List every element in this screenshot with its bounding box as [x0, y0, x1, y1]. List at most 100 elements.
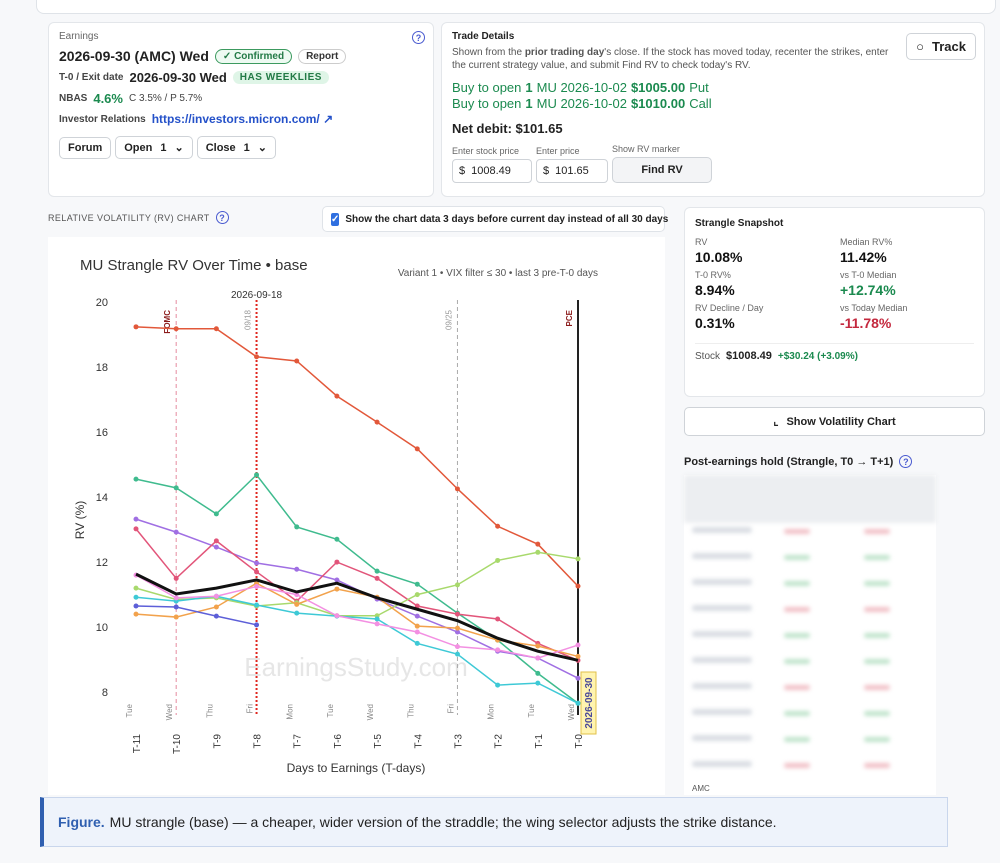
- data-point: [213, 593, 219, 599]
- data-point: [254, 622, 260, 628]
- checkbox[interactable]: ✓: [331, 212, 340, 226]
- exit-date: 2026-09-30 Wed: [129, 70, 227, 85]
- link-text[interactable]: https://investors.micron.com/: [151, 112, 320, 126]
- currency: $: [459, 165, 466, 177]
- chart-header: RELATIVE VOLATILITY (RV) CHART?: [48, 211, 229, 224]
- note: Shown from the prior trading day's close…: [452, 46, 902, 72]
- data-point: [414, 446, 420, 452]
- series-line: [135, 473, 579, 704]
- leg-prefix: Buy to open: [452, 96, 522, 111]
- day-label: Thu: [205, 704, 214, 718]
- blur-cell: [864, 529, 890, 534]
- earnings-card: Earnings ? 2026-09-30 (AMC) Wed ✓ Confir…: [48, 22, 434, 197]
- find-rv-button[interactable]: Find RV: [612, 157, 712, 183]
- chart-background: [48, 237, 665, 795]
- data-point: [414, 629, 420, 635]
- snapshot-card: Strangle Snapshot RV 10.08% Median RV% 11.4…: [684, 207, 985, 397]
- note-text: Shown from the: [452, 47, 523, 58]
- blur-cell: [692, 579, 752, 585]
- stat: Median RV% 11.42%: [840, 237, 980, 265]
- marker-label: 2026-09-30: [584, 677, 595, 729]
- stat-label: T-0 RV%: [695, 270, 731, 280]
- blur-cell: [784, 737, 810, 742]
- y-tick-label: 12: [96, 557, 108, 569]
- data-point: [213, 613, 219, 619]
- blur-cell: [692, 735, 752, 741]
- y-tick-label: 8: [102, 687, 108, 699]
- blur-cell: [784, 685, 810, 690]
- ir-link[interactable]: https://investors.micron.com/ ↗: [151, 112, 334, 126]
- data-point: [575, 583, 581, 589]
- blur-cell: [784, 659, 810, 664]
- button-text[interactable]: Track: [932, 39, 966, 54]
- report-button[interactable]: Report: [298, 48, 347, 64]
- checkbox-row[interactable]: ✓ Show the chart data 3 days before curr…: [322, 206, 669, 232]
- stat: RV 10.08%: [695, 237, 840, 265]
- legs: Buy to open 1 MU 2026-10-02 $1005.00 Put Buy …: [452, 80, 974, 112]
- stock-input[interactable]: $1008.49: [452, 159, 532, 183]
- leg-contract: MU 2026-10-02: [536, 96, 627, 111]
- data-point: [575, 675, 581, 681]
- data-point: [334, 586, 340, 592]
- field-label: Enter stock price: [452, 146, 520, 156]
- top-bar: [36, 0, 996, 14]
- data-point: [173, 614, 179, 620]
- data-point: [374, 419, 380, 425]
- stat-label: vs T-0 Median: [840, 270, 897, 280]
- data-point: [454, 582, 460, 588]
- blur-cell: [864, 581, 890, 586]
- day-label: Thu: [406, 704, 415, 718]
- data-point: [173, 529, 179, 535]
- label: Stock: [695, 350, 721, 362]
- close-select[interactable]: Close 1 ⌄: [196, 136, 277, 159]
- data-point: [294, 592, 300, 598]
- help-icon[interactable]: ?: [215, 211, 229, 224]
- event-top-label: 2026-09-18: [231, 290, 283, 301]
- data-point: [535, 655, 541, 661]
- data-point: [454, 486, 460, 492]
- day-label: Mon: [286, 704, 295, 720]
- price-input[interactable]: $101.65: [536, 159, 608, 183]
- blur-cell: [784, 633, 810, 638]
- data-point: [254, 602, 260, 608]
- section-title: Post-earnings hold (Strangle, T0 → T+1): [684, 455, 894, 468]
- currency: $: [543, 165, 550, 177]
- leg: Buy to open 1 MU 2026-10-02 $1005.00 Put: [452, 80, 974, 96]
- badge-text: Confirmed: [234, 50, 285, 62]
- data-point: [213, 326, 219, 332]
- data-point: [294, 566, 300, 572]
- help-icon[interactable]: ?: [899, 455, 913, 468]
- data-point: [414, 613, 420, 619]
- badge: HAS WEEKLIES: [232, 71, 329, 84]
- chart-title: MU Strangle RV Over Time • base: [80, 257, 308, 274]
- select-value: 1: [160, 141, 167, 154]
- button-text[interactable]: Show Volatility Chart: [786, 415, 896, 428]
- x-tick-label: T-8: [253, 734, 264, 749]
- open-select[interactable]: Open 1 ⌄: [115, 136, 193, 159]
- series-line: [135, 528, 579, 662]
- forum-button[interactable]: Forum: [59, 136, 112, 159]
- blur-cell: [784, 581, 810, 586]
- data-point: [133, 594, 139, 600]
- blur-cell: [784, 555, 810, 560]
- input-value[interactable]: 1008.49: [471, 165, 511, 177]
- card-title: Strangle Snapshot: [695, 218, 784, 229]
- vol-button[interactable]: ⌞ Show Volatility Chart: [684, 407, 985, 436]
- leg-strike: $1010.00: [630, 96, 686, 111]
- leg-contract: MU 2026-10-02: [536, 80, 627, 95]
- data-point: [213, 511, 219, 517]
- track-button[interactable]: ○ Track: [906, 33, 976, 60]
- stat-value: +12.74%: [840, 282, 896, 298]
- data-point: [535, 549, 541, 555]
- help-icon[interactable]: ?: [412, 31, 425, 44]
- section-title: RELATIVE VOLATILITY (RV) CHART: [48, 212, 210, 223]
- checkbox-label[interactable]: Show the chart data 3 days before curren…: [345, 213, 669, 225]
- input-value[interactable]: 101.65: [555, 165, 589, 177]
- leg-qty: 1: [525, 96, 533, 111]
- watermark: EarningsStudy.com: [244, 652, 468, 682]
- select-label: Open: [124, 141, 153, 154]
- y-tick-label: 18: [96, 362, 108, 374]
- data-point: [133, 603, 139, 609]
- data-point: [495, 616, 501, 622]
